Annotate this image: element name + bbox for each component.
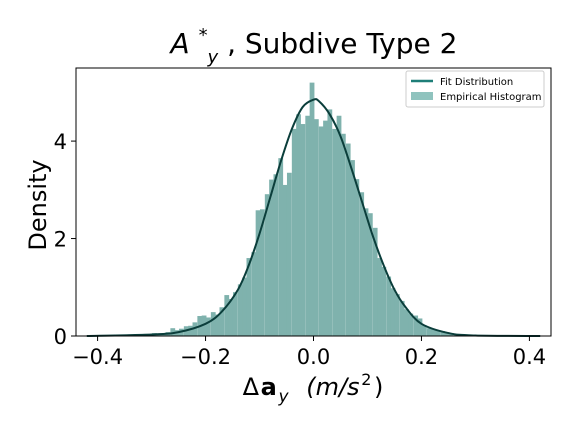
histogram-bar-23: [192, 322, 198, 336]
x-axis-label: Δ a y (m/s 2 ): [243, 363, 384, 408]
plot-area: [75, 67, 552, 337]
histogram-bar-47: [300, 124, 306, 336]
histogram-bar-69: [399, 300, 405, 336]
histogram-bar-36: [251, 252, 257, 336]
y-tick-label-0: 0: [54, 325, 67, 349]
histogram-bar-40: [269, 179, 274, 336]
histogram-bar-50: [313, 119, 319, 336]
histogram-bar-68: [394, 294, 400, 336]
histogram-bar-71: [408, 313, 414, 336]
histogram-bar-60: [359, 192, 365, 336]
legend: Fit Distribution Empirical Histogram: [405, 70, 545, 108]
x-label-units-superscript: 2: [361, 370, 371, 389]
histogram-bar-70: [404, 309, 409, 336]
legend-label-fit: Fit Distribution: [440, 77, 513, 88]
histogram-bar-65: [381, 266, 387, 336]
histogram-bar-72: [413, 315, 419, 336]
histogram-bar-76: [431, 329, 436, 336]
x-axis: −0.4 −0.2 0.0 0.2 0.4: [72, 336, 546, 369]
histogram-bar-79: [444, 332, 450, 336]
histogram-bar-29: [219, 307, 225, 336]
title-symbol: A: [169, 27, 190, 60]
histogram-bar-28: [215, 314, 220, 336]
histogram-bar-45: [291, 128, 297, 336]
histogram-bar-46: [296, 114, 301, 336]
legend-box: [405, 70, 545, 108]
histogram-bar-34: [242, 277, 247, 336]
histogram-bar-52: [323, 120, 328, 336]
histogram-bar-39: [264, 194, 270, 336]
histogram-bar-64: [377, 258, 382, 336]
x-label-subscript: y: [278, 387, 290, 407]
histogram-bar-42: [278, 158, 284, 336]
histogram-bar-74: [421, 325, 427, 336]
histogram-bar-57: [345, 143, 351, 336]
histogram-bar-38: [259, 209, 265, 336]
histogram-bar-59: [354, 179, 360, 336]
y-axis: 0 2 4: [54, 130, 76, 349]
histogram-bar-61: [363, 208, 369, 336]
histogram-bar-37: [255, 210, 261, 336]
x-label-bold: a: [261, 373, 277, 401]
x-label-units-close: ): [374, 373, 383, 401]
x-tick-label-4: 0.4: [513, 345, 546, 369]
histogram-bar-22: [188, 325, 193, 336]
histogram-bars: [89, 82, 540, 337]
histogram-bar-43: [282, 184, 288, 336]
histogram-bar-77: [435, 330, 441, 336]
histogram-bar-56: [340, 133, 346, 336]
histogram-bar-54: [332, 128, 338, 336]
fit-distribution-line: [86, 98, 541, 337]
x-label-units: (m/s: [306, 373, 359, 401]
histogram-bar-41: [273, 174, 279, 336]
histogram-bar-32: [232, 292, 238, 336]
y-tick-label-1: 2: [54, 228, 67, 252]
histogram-bar-30: [224, 295, 230, 336]
histogram-bar-44: [286, 172, 292, 336]
histogram-bar-31: [228, 298, 234, 336]
histogram-bar-27: [210, 312, 216, 336]
title-superscript: *: [199, 25, 208, 46]
y-axis-label: Density: [24, 159, 52, 250]
histogram-bar-25: [201, 315, 207, 336]
chart-title: A * y , Subdive Type 2: [169, 15, 458, 70]
histogram-bar-63: [372, 227, 378, 336]
histogram-bar-73: [417, 318, 423, 336]
histogram-bar-48: [305, 115, 311, 336]
histogram-bar-35: [246, 258, 252, 336]
x-tick-label-3: 0.2: [405, 345, 438, 369]
histogram-bar-26: [206, 317, 211, 336]
x-tick-label-0: −0.4: [72, 345, 123, 369]
y-tick-label-2: 4: [54, 130, 67, 154]
histogram-bar-51: [318, 126, 324, 336]
legend-label-histogram: Empirical Histogram: [440, 92, 542, 103]
histogram-bar-66: [386, 276, 392, 336]
histogram-bar-55: [336, 115, 342, 336]
title-rest: , Subdive Type 2: [227, 27, 457, 60]
title-subscript: y: [207, 47, 219, 68]
histogram-bar-75: [426, 328, 432, 336]
x-tick-label-2: 0.0: [297, 345, 330, 369]
x-tick-label-1: −0.2: [180, 345, 231, 369]
legend-histogram-swatch: [411, 92, 433, 100]
histogram-bar-78: [440, 331, 446, 336]
histogram-bar-49: [309, 82, 315, 337]
histogram-bar-58: [350, 160, 355, 336]
histogram-bar-33: [237, 284, 243, 336]
histogram-bar-62: [367, 213, 373, 336]
histogram-bar-53: [327, 109, 333, 336]
histogram-bar-67: [390, 288, 396, 336]
x-label-delta: Δ: [243, 373, 260, 401]
